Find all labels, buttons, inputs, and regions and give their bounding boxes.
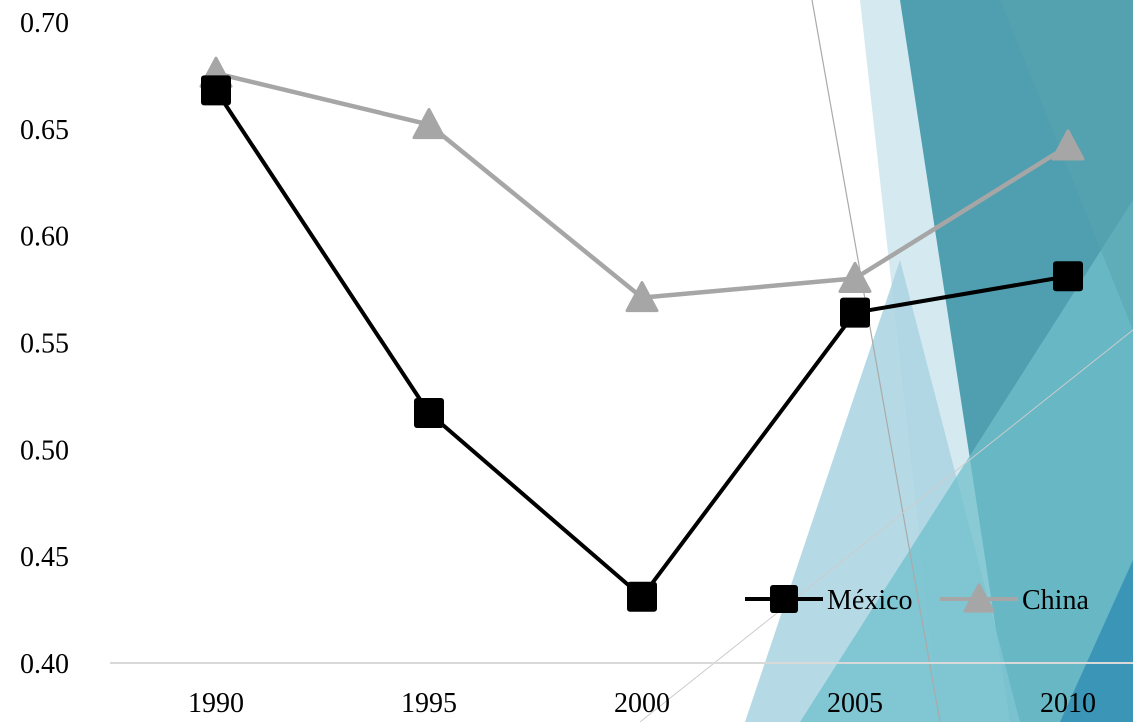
square-marker: [840, 297, 870, 328]
triangle-marker: [838, 261, 872, 293]
decor-shape-4: [1060, 560, 1133, 722]
decor-shape-3: [800, 200, 1133, 722]
y-tick-label: 0.65: [20, 115, 69, 146]
y-tick-label: 0.60: [20, 222, 69, 253]
decor-line: [639, 329, 1133, 722]
x-tick-label: 2010: [1040, 688, 1096, 719]
series-china: [199, 56, 1085, 313]
decor-shape-5: [1000, 0, 1133, 330]
legend-item: México: [745, 585, 913, 616]
x-tick-label: 2005: [827, 688, 883, 719]
y-tick-label: 0.40: [20, 649, 69, 680]
x-tick-label: 1990: [188, 688, 244, 719]
legend-item: China: [940, 583, 1089, 616]
y-tick-label: 0.70: [20, 8, 69, 39]
square-marker: [627, 581, 657, 612]
triangle-marker: [963, 583, 995, 613]
square-marker: [201, 75, 231, 106]
square-marker: [770, 585, 798, 613]
legend-label: China: [1022, 585, 1089, 616]
y-axis: 0.40 0.45 0.50 0.55 0.60 0.65 0.70: [20, 8, 69, 680]
y-tick-label: 0.50: [20, 435, 69, 466]
square-marker: [414, 398, 444, 429]
y-tick-label: 0.45: [20, 542, 69, 573]
y-tick-label: 0.55: [20, 329, 69, 360]
triangle-marker: [1051, 129, 1085, 161]
background-decoration: [639, 0, 1133, 722]
legend-label: México: [827, 585, 913, 616]
decor-line: [811, 0, 941, 722]
series-mexico: [201, 75, 1083, 612]
x-tick-label: 2000: [614, 688, 670, 719]
plot-area: [199, 56, 1085, 612]
square-marker: [1053, 261, 1083, 292]
x-axis: 1990 1995 2000 2005 2010: [110, 662, 1133, 719]
x-tick-label: 1995: [401, 688, 457, 719]
triangle-marker: [625, 281, 659, 313]
legend: México China: [745, 583, 1089, 616]
triangle-marker: [412, 108, 446, 140]
